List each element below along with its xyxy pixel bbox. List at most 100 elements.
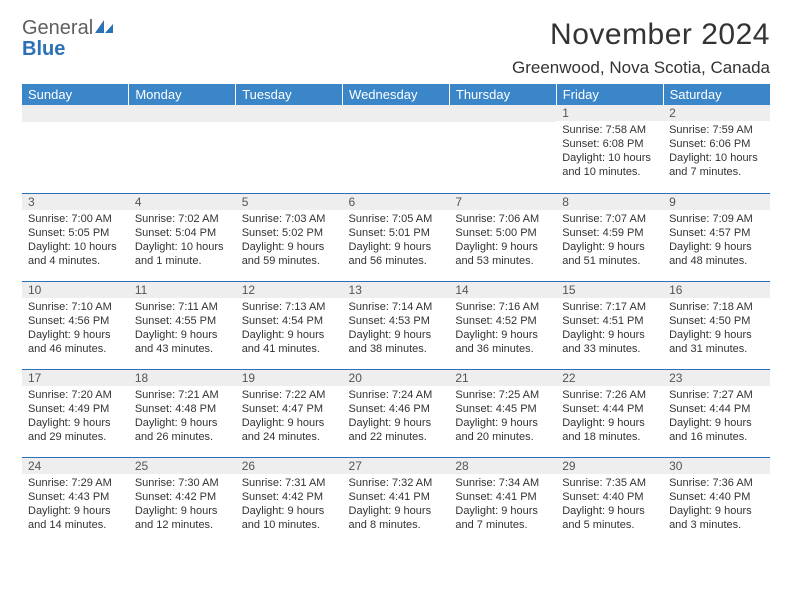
cell-dl2: and 3 minutes. xyxy=(669,518,764,532)
cell-sunrise: Sunrise: 7:16 AM xyxy=(455,300,550,314)
cell-dl1: Daylight: 9 hours xyxy=(562,240,657,254)
weekday-header: Monday xyxy=(129,84,236,105)
cell-sunset: Sunset: 4:41 PM xyxy=(455,490,550,504)
cell-dl2: and 8 minutes. xyxy=(349,518,444,532)
day-number: 6 xyxy=(343,194,450,210)
cell-sunrise: Sunrise: 7:20 AM xyxy=(28,388,123,402)
cell-sunset: Sunset: 4:46 PM xyxy=(349,402,444,416)
calendar-week: 10Sunrise: 7:10 AMSunset: 4:56 PMDayligh… xyxy=(22,281,770,369)
cell-sunrise: Sunrise: 7:13 AM xyxy=(242,300,337,314)
weekday-header: Thursday xyxy=(449,84,556,105)
calendar-cell: 3Sunrise: 7:00 AMSunset: 5:05 PMDaylight… xyxy=(22,193,129,281)
cell-sunrise: Sunrise: 7:07 AM xyxy=(562,212,657,226)
cell-dl1: Daylight: 10 hours xyxy=(562,151,657,165)
day-number: 25 xyxy=(129,458,236,474)
cell-sunset: Sunset: 4:42 PM xyxy=(135,490,230,504)
cell-sunset: Sunset: 4:40 PM xyxy=(562,490,657,504)
cell-dl2: and 41 minutes. xyxy=(242,342,337,356)
cell-dl1: Daylight: 9 hours xyxy=(28,328,123,342)
calendar-cell: 11Sunrise: 7:11 AMSunset: 4:55 PMDayligh… xyxy=(129,281,236,369)
month-title: November 2024 xyxy=(512,18,770,52)
calendar-cell: 6Sunrise: 7:05 AMSunset: 5:01 PMDaylight… xyxy=(343,193,450,281)
cell-dl1: Daylight: 9 hours xyxy=(349,504,444,518)
calendar-body: 1Sunrise: 7:58 AMSunset: 6:08 PMDaylight… xyxy=(22,105,770,545)
cell-sunrise: Sunrise: 7:22 AM xyxy=(242,388,337,402)
day-number: 3 xyxy=(22,194,129,210)
cell-dl2: and 29 minutes. xyxy=(28,430,123,444)
cell-sunset: Sunset: 4:54 PM xyxy=(242,314,337,328)
calendar-cell: 12Sunrise: 7:13 AMSunset: 4:54 PMDayligh… xyxy=(236,281,343,369)
cell-dl1: Daylight: 9 hours xyxy=(135,416,230,430)
calendar-cell: 25Sunrise: 7:30 AMSunset: 4:42 PMDayligh… xyxy=(129,457,236,545)
cell-dl1: Daylight: 9 hours xyxy=(242,504,337,518)
cell-dl1: Daylight: 9 hours xyxy=(349,416,444,430)
cell-dl1: Daylight: 9 hours xyxy=(242,416,337,430)
cell-sunset: Sunset: 4:59 PM xyxy=(562,226,657,240)
cell-dl1: Daylight: 9 hours xyxy=(135,328,230,342)
cell-sunrise: Sunrise: 7:05 AM xyxy=(349,212,444,226)
calendar-cell: 18Sunrise: 7:21 AMSunset: 4:48 PMDayligh… xyxy=(129,369,236,457)
cell-dl1: Daylight: 9 hours xyxy=(135,504,230,518)
cell-dl2: and 46 minutes. xyxy=(28,342,123,356)
cell-sunset: Sunset: 4:52 PM xyxy=(455,314,550,328)
day-number: 12 xyxy=(236,282,343,298)
day-number: 27 xyxy=(343,458,450,474)
calendar-cell: 13Sunrise: 7:14 AMSunset: 4:53 PMDayligh… xyxy=(343,281,450,369)
calendar-cell: 24Sunrise: 7:29 AMSunset: 4:43 PMDayligh… xyxy=(22,457,129,545)
cell-dl2: and 5 minutes. xyxy=(562,518,657,532)
cell-dl1: Daylight: 10 hours xyxy=(669,151,764,165)
day-number: 13 xyxy=(343,282,450,298)
cell-sunrise: Sunrise: 7:18 AM xyxy=(669,300,764,314)
cell-sunset: Sunset: 4:43 PM xyxy=(28,490,123,504)
day-number xyxy=(129,105,236,122)
calendar-week: 3Sunrise: 7:00 AMSunset: 5:05 PMDaylight… xyxy=(22,193,770,281)
day-number xyxy=(22,105,129,122)
cell-sunset: Sunset: 4:56 PM xyxy=(28,314,123,328)
day-number: 11 xyxy=(129,282,236,298)
day-number xyxy=(343,105,450,122)
day-number: 17 xyxy=(22,370,129,386)
cell-sunrise: Sunrise: 7:03 AM xyxy=(242,212,337,226)
cell-sunrise: Sunrise: 7:29 AM xyxy=(28,476,123,490)
day-number xyxy=(449,105,556,122)
day-number: 30 xyxy=(663,458,770,474)
cell-dl2: and 53 minutes. xyxy=(455,254,550,268)
day-number: 9 xyxy=(663,194,770,210)
cell-sunset: Sunset: 4:45 PM xyxy=(455,402,550,416)
cell-sunrise: Sunrise: 7:21 AM xyxy=(135,388,230,402)
cell-sunset: Sunset: 4:48 PM xyxy=(135,402,230,416)
cell-dl2: and 56 minutes. xyxy=(349,254,444,268)
calendar-cell: 4Sunrise: 7:02 AMSunset: 5:04 PMDaylight… xyxy=(129,193,236,281)
cell-sunset: Sunset: 5:00 PM xyxy=(455,226,550,240)
cell-sunset: Sunset: 4:44 PM xyxy=(669,402,764,416)
calendar-cell: 26Sunrise: 7:31 AMSunset: 4:42 PMDayligh… xyxy=(236,457,343,545)
cell-dl1: Daylight: 9 hours xyxy=(242,240,337,254)
cell-dl2: and 26 minutes. xyxy=(135,430,230,444)
calendar-cell: 1Sunrise: 7:58 AMSunset: 6:08 PMDaylight… xyxy=(556,105,663,193)
day-number: 28 xyxy=(449,458,556,474)
cell-sunrise: Sunrise: 7:34 AM xyxy=(455,476,550,490)
cell-sunrise: Sunrise: 7:25 AM xyxy=(455,388,550,402)
day-number: 29 xyxy=(556,458,663,474)
calendar-cell: 2Sunrise: 7:59 AMSunset: 6:06 PMDaylight… xyxy=(663,105,770,193)
logo-text: General Blue xyxy=(22,18,114,59)
cell-sunrise: Sunrise: 7:36 AM xyxy=(669,476,764,490)
cell-sunset: Sunset: 4:57 PM xyxy=(669,226,764,240)
cell-sunset: Sunset: 6:08 PM xyxy=(562,137,657,151)
day-number: 23 xyxy=(663,370,770,386)
cell-dl1: Daylight: 9 hours xyxy=(455,328,550,342)
day-number: 20 xyxy=(343,370,450,386)
cell-sunset: Sunset: 4:41 PM xyxy=(349,490,444,504)
cell-dl2: and 33 minutes. xyxy=(562,342,657,356)
day-number: 22 xyxy=(556,370,663,386)
cell-dl1: Daylight: 9 hours xyxy=(455,504,550,518)
cell-dl1: Daylight: 9 hours xyxy=(349,240,444,254)
cell-sunset: Sunset: 5:05 PM xyxy=(28,226,123,240)
cell-dl2: and 14 minutes. xyxy=(28,518,123,532)
cell-sunrise: Sunrise: 7:10 AM xyxy=(28,300,123,314)
day-number: 7 xyxy=(449,194,556,210)
calendar-cell: 19Sunrise: 7:22 AMSunset: 4:47 PMDayligh… xyxy=(236,369,343,457)
weekday-header: Sunday xyxy=(22,84,129,105)
weekday-header: Saturday xyxy=(663,84,770,105)
cell-sunrise: Sunrise: 7:35 AM xyxy=(562,476,657,490)
